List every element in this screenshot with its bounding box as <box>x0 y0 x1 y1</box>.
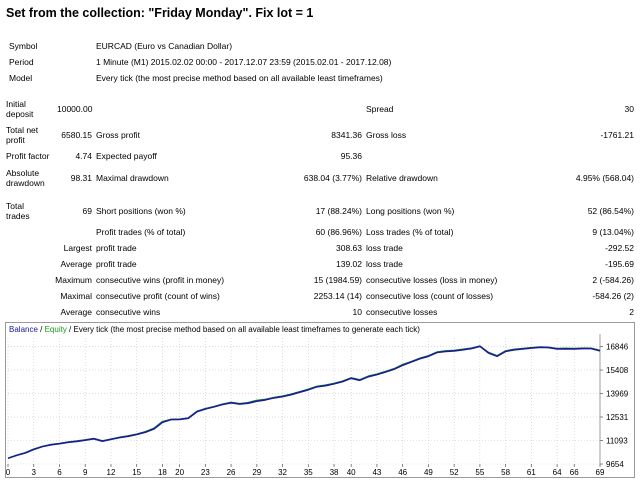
avg-cons-wins-value: 10 <box>352 307 362 317</box>
largest-label: Largest <box>63 243 92 253</box>
balance-chart-frame <box>5 322 635 478</box>
avg-cons-losses-value: 2 <box>629 307 634 317</box>
loss-trades-value: 9 (13.04%) <box>592 227 634 237</box>
largest-profit-value: 308.63 <box>336 243 362 253</box>
max-cons-losses-label: consecutive losses (loss in money) <box>366 275 498 285</box>
gross-profit-value: 8341.36 <box>331 130 362 140</box>
short-positions-label: Short positions (won %) <box>96 206 186 216</box>
average-label: Average <box>60 259 92 269</box>
largest-loss-value: -292.52 <box>605 243 634 253</box>
expected-payoff-value: 95.36 <box>340 151 362 161</box>
total-trades-value: 69 <box>82 206 92 216</box>
long-positions-value: 52 (86.54%) <box>587 206 634 216</box>
initial-deposit-label: Initial deposit <box>6 99 34 119</box>
average2-label: Average <box>60 307 92 317</box>
maximal-drawdown-label: Maximal drawdown <box>96 173 169 183</box>
absolute-drawdown-label: Absolute drawdown <box>6 168 45 188</box>
max-cons-losses-value: 2 (-584.26) <box>592 275 634 285</box>
loss-trades-label: Loss trades (% of total) <box>366 227 454 237</box>
profit-factor-value: 4.74 <box>75 151 92 161</box>
legend-description: / Every tick (the most precise method ba… <box>66 325 420 334</box>
initial-deposit-value: 10000.00 <box>57 104 93 114</box>
legend-separator: / <box>37 325 45 334</box>
spread-label: Spread <box>366 104 394 114</box>
maximum-label: Maximum <box>55 275 92 285</box>
profit-factor-label: Profit factor <box>6 151 50 161</box>
relative-drawdown-label: Relative drawdown <box>366 173 438 183</box>
model-label: Model <box>9 73 33 83</box>
total-net-profit-label: Total net profit <box>6 125 39 145</box>
gross-loss-label: Gross loss <box>366 130 407 140</box>
average-profit-label: profit trade <box>96 259 137 269</box>
period-value: 1 Minute (M1) 2015.02.02 00:00 - 2017.12… <box>96 57 392 67</box>
period-label: Period <box>9 57 34 67</box>
expected-payoff-label: Expected payoff <box>96 151 157 161</box>
total-trades-label: Total trades <box>6 201 30 221</box>
maximal-cons-loss-value: -584.26 (2) <box>592 291 634 301</box>
relative-drawdown-value: 4.95% (568.04) <box>575 173 634 183</box>
total-net-profit-value: 6580.15 <box>61 130 92 140</box>
maximal-drawdown-value: 638.04 (3.77%) <box>303 173 362 183</box>
legend-equity: Equity <box>44 325 67 334</box>
max-cons-wins-label: consecutive wins (profit in money) <box>96 275 225 285</box>
avg-cons-losses-label: consecutive losses <box>366 307 438 317</box>
profit-trades-value: 60 (86.96%) <box>315 227 362 237</box>
maximal-cons-loss-label: consecutive loss (count of losses) <box>366 291 494 301</box>
avg-cons-wins-label: consecutive wins <box>96 307 161 317</box>
maximal-label: Maximal <box>60 291 92 301</box>
average-loss-value: -195.69 <box>605 259 634 269</box>
gross-profit-label: Gross profit <box>96 130 140 140</box>
average-profit-value: 139.02 <box>336 259 362 269</box>
largest-loss-label: loss trade <box>366 243 403 253</box>
gross-loss-value: -1761.21 <box>600 130 634 140</box>
average-loss-label: loss trade <box>366 259 403 269</box>
legend-balance: Balance <box>9 325 38 334</box>
spread-value: 30 <box>624 104 634 114</box>
long-positions-label: Long positions (won %) <box>366 206 455 216</box>
maximal-cons-profit-label: consecutive profit (count of wins) <box>96 291 220 301</box>
absolute-drawdown-value: 98.31 <box>70 173 92 183</box>
short-positions-value: 17 (88.24%) <box>315 206 362 216</box>
max-cons-wins-value: 15 (1984.59) <box>313 275 362 285</box>
symbol-label: Symbol <box>9 41 38 51</box>
maximal-cons-profit-value: 2253.14 (14) <box>313 291 362 301</box>
report-title: Set from the collection: "Friday Monday"… <box>6 6 314 20</box>
chart-legend: Balance / Equity / Every tick (the most … <box>9 325 420 334</box>
model-value: Every tick (the most precise method base… <box>96 73 383 83</box>
largest-profit-label: profit trade <box>96 243 137 253</box>
profit-trades-label: Profit trades (% of total) <box>96 227 186 237</box>
symbol-value: EURCAD (Euro vs Canadian Dollar) <box>96 41 233 51</box>
